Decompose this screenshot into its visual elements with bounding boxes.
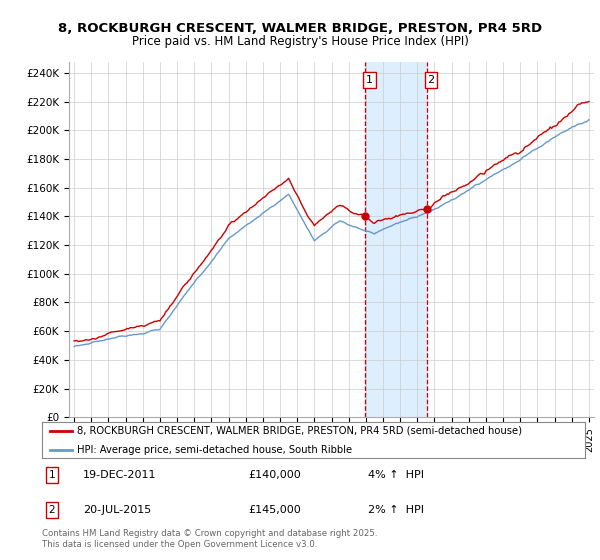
Text: 1: 1 (366, 75, 373, 85)
Text: Contains HM Land Registry data © Crown copyright and database right 2025.
This d: Contains HM Land Registry data © Crown c… (42, 529, 377, 549)
Text: 2: 2 (49, 505, 55, 515)
Text: 8, ROCKBURGH CRESCENT, WALMER BRIDGE, PRESTON, PR4 5RD (semi-detached house): 8, ROCKBURGH CRESCENT, WALMER BRIDGE, PR… (77, 426, 522, 436)
Text: 8, ROCKBURGH CRESCENT, WALMER BRIDGE, PRESTON, PR4 5RD: 8, ROCKBURGH CRESCENT, WALMER BRIDGE, PR… (58, 22, 542, 35)
Text: £145,000: £145,000 (248, 505, 301, 515)
Text: £140,000: £140,000 (248, 470, 301, 480)
Bar (365, 62, 427, 417)
Text: 19-DEC-2011: 19-DEC-2011 (83, 470, 156, 480)
Text: 2: 2 (427, 75, 434, 85)
Text: 1: 1 (49, 470, 55, 480)
Text: 20-JUL-2015: 20-JUL-2015 (83, 505, 151, 515)
Text: HPI: Average price, semi-detached house, South Ribble: HPI: Average price, semi-detached house,… (77, 445, 352, 455)
Text: 2% ↑  HPI: 2% ↑ HPI (368, 505, 424, 515)
Text: Price paid vs. HM Land Registry's House Price Index (HPI): Price paid vs. HM Land Registry's House … (131, 35, 469, 48)
Text: 4% ↑  HPI: 4% ↑ HPI (368, 470, 424, 480)
